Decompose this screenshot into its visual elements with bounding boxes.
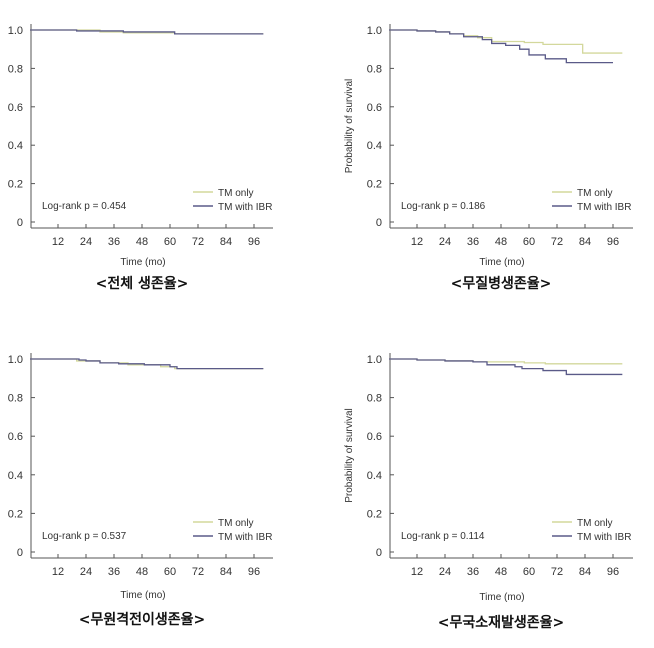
x-tick-label: 36 [108, 566, 120, 578]
x-tick-label: 96 [248, 236, 260, 248]
x-tick-label: 48 [136, 236, 148, 248]
legend-label: TM only [218, 518, 254, 529]
log-rank-annotation: Log-rank p = 0.454 [42, 201, 127, 212]
y-tick-label: 0 [376, 547, 382, 559]
y-tick-label: 0.6 [367, 102, 382, 114]
legend-label: TM only [577, 518, 613, 529]
y-tick-label: 0.8 [367, 63, 382, 75]
x-axis-label: Time (mo) [120, 257, 165, 268]
y-tick-label: 0 [376, 217, 382, 229]
legend-label: TM only [218, 188, 254, 199]
x-tick-label: 96 [607, 236, 619, 248]
chart-panel-2: 0 0.2 0.4 0.6 0.8 1.0 12 24 36 48 60 72 84 96 Time (mo… [344, 24, 633, 292]
x-axis-label: Time (mo) [479, 257, 524, 268]
x-tick-label: 48 [136, 566, 148, 578]
y-tick-label: 0 [17, 547, 23, 559]
y-tick-label: 0.8 [8, 63, 23, 75]
y-tick-label: 1.0 [8, 354, 23, 366]
x-tick-label: 72 [192, 566, 204, 578]
x-tick-label: 36 [467, 236, 479, 248]
x-tick-label: 84 [220, 236, 232, 248]
x-tick-label: 12 [411, 566, 423, 578]
y-tick-label: 0.4 [8, 470, 23, 482]
log-rank-annotation: Log-rank p = 0.537 [42, 531, 127, 542]
y-tick-label: 1.0 [367, 25, 382, 37]
y-tick-label: 0 [17, 217, 23, 229]
y-tick-label: 0.6 [367, 431, 382, 443]
log-rank-annotation: Log-rank p = 0.186 [401, 201, 486, 212]
y-tick-label: 0.8 [8, 393, 23, 405]
x-tick-label: 48 [495, 566, 507, 578]
survival-curve-tm-with-ibr [30, 358, 264, 370]
chart-panel-3: 0 0.2 0.4 0.6 0.8 1.0 12 24 36 48 60 72 84 96 Time (mo… [8, 353, 273, 628]
panel-caption: <전체 생존율> [96, 275, 189, 292]
x-tick-label: 48 [495, 236, 507, 248]
chart-panel-4: 0 0.2 0.4 0.6 0.8 1.0 12 24 36 48 60 72 84 96 Time (mo… [344, 353, 633, 631]
x-tick-label: 12 [52, 236, 64, 248]
legend-label: TM with IBR [577, 202, 631, 213]
x-tick-label: 24 [439, 236, 451, 248]
y-tick-label: 0.2 [367, 179, 382, 191]
panel-caption: <무국소재발생존율> [438, 614, 565, 631]
y-axis-label: Probability of survival [344, 408, 355, 502]
x-tick-label: 12 [411, 236, 423, 248]
legend-label: TM with IBR [218, 202, 272, 213]
y-tick-label: 0.2 [367, 508, 382, 520]
x-tick-label: 84 [579, 566, 591, 578]
y-tick-label: 1.0 [367, 354, 382, 366]
legend-label: TM only [577, 188, 613, 199]
x-tick-label: 60 [523, 236, 535, 248]
survival-curve-tm-only [30, 358, 264, 370]
y-tick-label: 0.4 [367, 470, 382, 482]
y-tick-label: 0.8 [367, 393, 382, 405]
x-tick-label: 60 [164, 236, 176, 248]
y-tick-label: 1.0 [8, 25, 23, 37]
y-tick-label: 0.4 [8, 140, 23, 152]
x-tick-label: 84 [220, 566, 232, 578]
x-tick-label: 36 [467, 566, 479, 578]
x-tick-label: 12 [52, 566, 64, 578]
x-tick-label: 96 [248, 566, 260, 578]
x-tick-label: 24 [80, 566, 92, 578]
x-tick-label: 72 [192, 236, 204, 248]
panel-caption: <무원격전이생존율> [79, 611, 206, 628]
y-axis-label: Probability of survival [344, 79, 355, 173]
y-tick-label: 0.6 [8, 102, 23, 114]
x-tick-label: 60 [523, 566, 535, 578]
survival-curve-tm-with-ibr [30, 29, 264, 35]
survival-curve-tm-only [389, 29, 623, 54]
x-axis-label: Time (mo) [120, 590, 165, 601]
log-rank-annotation: Log-rank p = 0.114 [401, 531, 485, 542]
panel-caption: <무질병생존율> [451, 275, 552, 292]
y-tick-label: 0.2 [8, 179, 23, 191]
legend-label: TM with IBR [577, 532, 631, 543]
x-tick-label: 72 [551, 566, 563, 578]
y-tick-label: 0.2 [8, 508, 23, 520]
survival-curve-tm-with-ibr [389, 358, 623, 376]
chart-panel-1: 0 0.2 0.4 0.6 0.8 1.0 12 24 36 48 60 72 84 96 Time (mo… [8, 24, 273, 292]
x-tick-label: 96 [607, 566, 619, 578]
y-tick-label: 0.4 [367, 140, 382, 152]
x-tick-label: 84 [579, 236, 591, 248]
x-tick-label: 72 [551, 236, 563, 248]
legend-label: TM with IBR [218, 532, 272, 543]
y-tick-label: 0.6 [8, 431, 23, 443]
x-tick-label: 60 [164, 566, 176, 578]
x-tick-label: 24 [80, 236, 92, 248]
survival-curve-tm-with-ibr [389, 29, 613, 64]
x-tick-label: 24 [439, 566, 451, 578]
x-tick-label: 36 [108, 236, 120, 248]
x-axis-label: Time (mo) [479, 592, 524, 603]
